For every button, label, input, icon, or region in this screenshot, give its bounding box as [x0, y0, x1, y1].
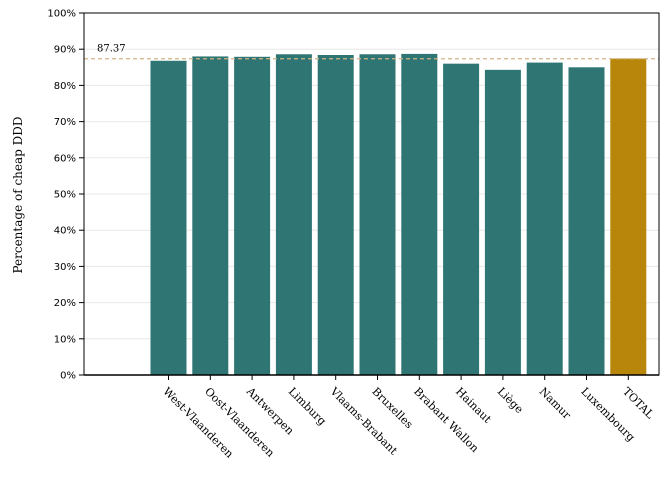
y-tick-label: 20% [54, 298, 76, 309]
bar [568, 67, 605, 376]
bar [192, 56, 229, 375]
bar [443, 63, 480, 376]
bars [150, 53, 647, 376]
bar [234, 56, 271, 375]
bar [526, 62, 563, 376]
y-tick-label: 30% [54, 262, 76, 273]
y-tick-label: 100% [47, 9, 76, 20]
reference-line-label: 87.37 [97, 44, 126, 55]
reference-line-group: 87.37 [84, 44, 659, 60]
y-tick-label: 50% [54, 190, 76, 201]
y-tick-label: 60% [54, 153, 76, 164]
y-axis-title: Percentage of cheap DDD [11, 116, 25, 273]
bar [401, 53, 438, 375]
bar [150, 60, 187, 376]
bar [317, 54, 354, 375]
bar [610, 58, 647, 375]
y-tick-label: 0% [60, 371, 76, 382]
bar [359, 54, 396, 375]
y-tick-label: 40% [54, 226, 76, 237]
y-tick-label: 70% [54, 117, 76, 128]
bar [275, 54, 312, 375]
y-tick-label: 80% [54, 81, 76, 92]
y-tick-label: 10% [54, 334, 76, 345]
y-tick-label: 90% [54, 45, 76, 56]
bar [484, 69, 521, 376]
y-axis-ticks: 0% 10% 20% 30% 40% 50% 60% 70% 80% 90% 100% [47, 9, 84, 382]
